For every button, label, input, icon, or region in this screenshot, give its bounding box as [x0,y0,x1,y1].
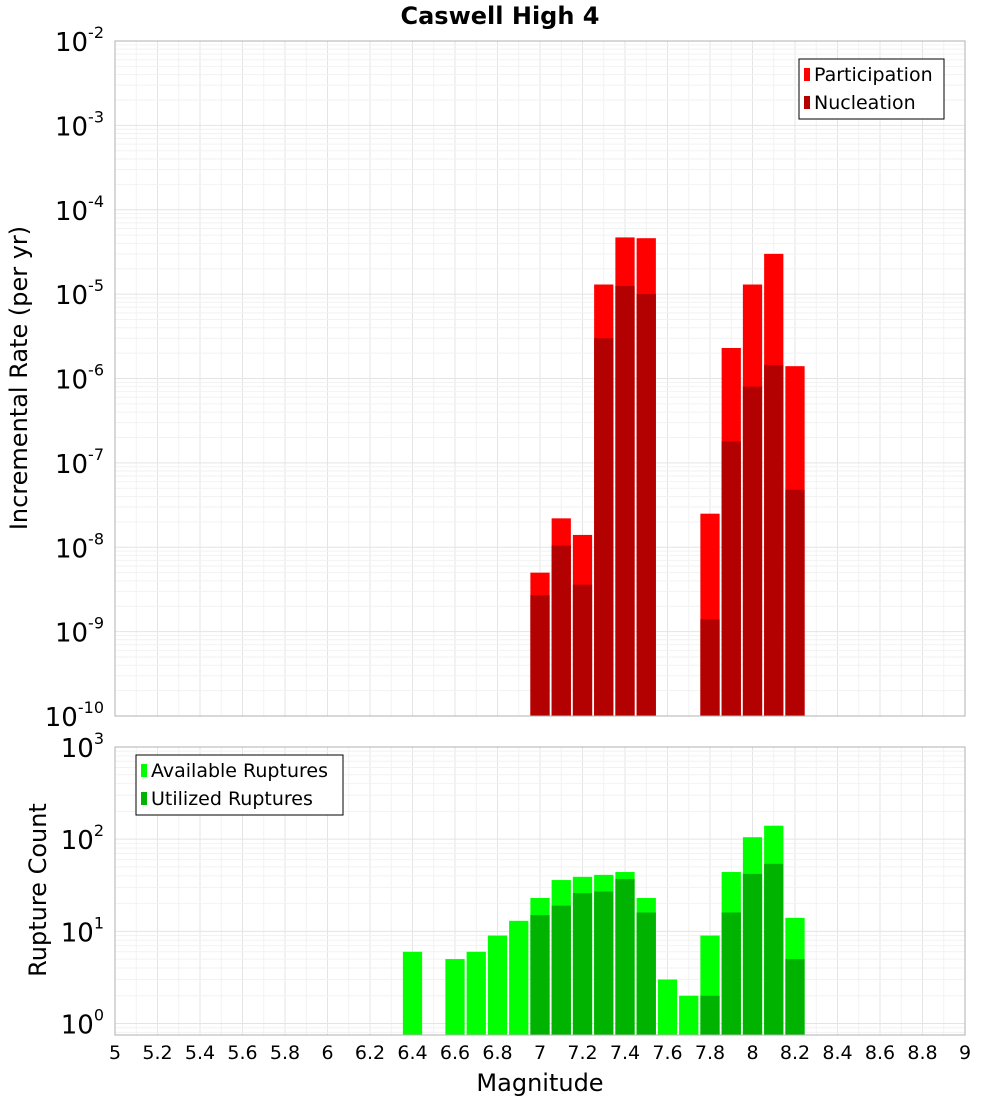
bar [679,995,699,1035]
bar-overlay [530,915,550,1035]
x-tick-label: 6.6 [440,1042,470,1064]
x-tick-label: 5 [109,1042,121,1064]
bar-overlay [572,893,593,1035]
legend-swatch [141,764,147,777]
bar-overlay [700,995,720,1035]
bottom-y-axis-label: Rupture Count [24,803,52,977]
x-tick-label: 5.2 [142,1042,172,1064]
x-tick-label: 7 [534,1042,546,1064]
bar-overlay [742,386,763,716]
legend-swatch [141,792,147,805]
bar-overlay [594,338,614,716]
x-tick-label: 7.8 [695,1042,725,1064]
x-tick-label: 5.6 [227,1042,257,1064]
series-nucleation [530,285,805,716]
bar [487,935,508,1035]
y-tick-label: 10-10 [45,698,104,733]
y-tick-label: 10-3 [55,107,104,142]
bar-overlay [764,364,784,716]
bar [445,959,465,1035]
x-tick-label: 6.2 [355,1042,385,1064]
bar-overlay [551,905,571,1035]
plot-frame [114,40,966,717]
bar [402,951,423,1035]
x-tick-label: 7.4 [610,1042,640,1064]
legend-box [798,58,945,120]
bar-overlay [530,595,550,716]
x-tick-label: 5.4 [185,1042,215,1064]
top-y-axis-label: Incremental Rate (per yr) [5,226,33,530]
bar-overlay [764,863,784,1035]
x-tick-label: 6.8 [482,1042,512,1064]
bar-overlay [594,891,614,1035]
bar-overlay [636,912,656,1035]
y-tick-label: 10-4 [55,192,104,227]
bar-overlay [572,584,593,716]
y-tick-label: 10-6 [55,361,104,396]
x-tick-label: 8.4 [822,1042,852,1064]
y-tick-label: 10-9 [55,614,104,649]
bar [466,951,486,1035]
bar-overlay [615,285,635,716]
x-tick-label: 8 [746,1042,758,1064]
x-tick-label: 7.6 [652,1042,682,1064]
legend-entry: Utilized Ruptures [151,788,313,810]
y-tick-label: 102 [61,821,104,856]
bar-overlay [721,912,741,1035]
bar-overlay [636,294,656,716]
y-tick-label: 103 [61,729,104,764]
rate-panel: 10-10 10-9 10-8 10-7 10-6 10-5 10-4 10-3 10-2 Par… [45,23,966,733]
y-tick-label: 100 [61,1005,104,1040]
bar-overlay [551,545,571,716]
legend-swatch [804,96,810,109]
legend: Participation Nucleation [798,58,945,120]
legend-entry: Participation [814,64,933,86]
bar-overlay [785,959,805,1035]
x-tick-label: 5.8 [270,1042,300,1064]
legend-entry: Nucleation [814,92,916,114]
y-tick-label: 10-8 [55,529,104,564]
x-tick-label: 8.8 [907,1042,937,1064]
legend: Available Ruptures Utilized Ruptures [135,754,344,816]
x-tick-label: 6 [321,1042,333,1064]
x-tick-label: 9 [959,1042,971,1064]
bar-overlay [721,441,741,716]
y-tick-label: 10-7 [55,445,104,480]
legend-box [135,754,344,816]
plot-frame [114,746,966,1036]
bar-overlay [700,619,720,716]
chart-title: Caswell High 4 [401,2,600,30]
legend-swatch [804,68,810,81]
x-tick-label: 8.6 [865,1042,895,1064]
bar-overlay [785,489,805,716]
y-tick-label: 10-2 [55,23,104,58]
x-tick-label: 7.2 [567,1042,597,1064]
x-axis-label: Magnitude [476,1069,603,1097]
series-utilized-ruptures [530,863,805,1035]
bar-overlay [742,873,763,1035]
bar [657,979,678,1035]
y-tick-label: 10-5 [55,276,104,311]
bar-overlay [615,878,635,1035]
x-tick-label: 8.2 [780,1042,810,1064]
x-tick-label: 6.4 [397,1042,427,1064]
bar [509,920,529,1035]
y-tick-label: 101 [61,913,104,948]
legend-entry: Available Ruptures [151,760,328,782]
